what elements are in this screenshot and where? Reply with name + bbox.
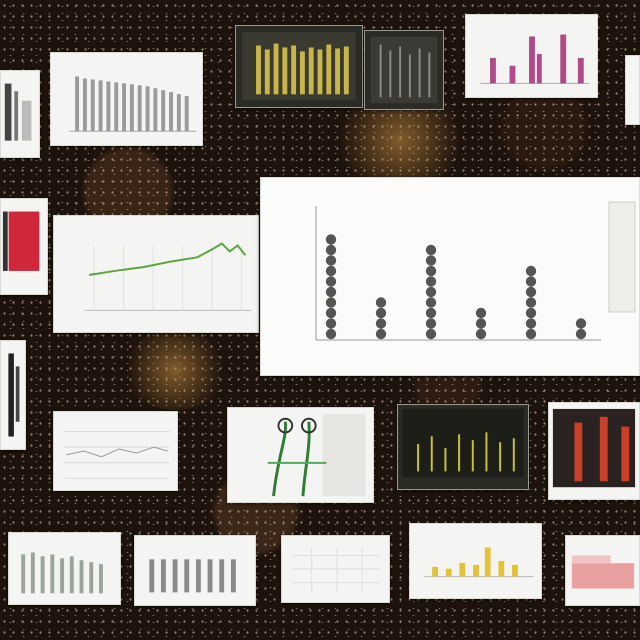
thumbnail-edge [0,340,26,450]
data-point [325,255,337,266]
dot-series [325,234,587,340]
data-point [475,328,487,340]
thumbnail-pink-area-chart [565,535,640,606]
data-point [425,297,437,308]
data-point [325,297,337,308]
thumbnail-grid-chart [281,535,390,603]
data-point [325,328,337,340]
data-point [325,286,337,298]
thumbnail-yellow-signal-chart [397,404,529,490]
data-point [425,244,437,256]
data-point [525,307,537,319]
data-point [525,265,537,277]
data-point [425,286,437,298]
data-point [425,255,437,266]
thumbnail-grid-chart [53,411,178,491]
warm-light-glow [120,330,230,410]
data-point [375,307,387,319]
data-point [525,297,537,308]
data-point [475,318,487,329]
thumbnail-red-bar-chart [548,402,640,500]
data-point [475,307,487,319]
thumbnail-bar-chart [50,52,203,146]
data-point [325,276,337,287]
data-point [375,328,387,340]
data-point [425,318,437,329]
data-point [325,318,337,329]
data-point [425,276,437,287]
data-point [525,328,537,340]
data-point [325,307,337,319]
thumbnail-edge [625,55,640,125]
thumbnail-green-curve-chart [227,407,374,503]
gray-bars [69,76,197,132]
data-point [575,328,587,340]
thumbnail-bar-chart [134,535,256,606]
data-point [525,286,537,298]
data-point [575,318,587,329]
thumbnail-red-block [0,198,48,295]
thumbnail-line-chart [53,215,259,333]
data-point [525,276,537,287]
thumbnail-dark-chart [364,30,444,110]
data-point [325,234,337,245]
thumbnail-bar-chart [0,70,40,158]
data-point [425,328,437,340]
data-point [525,318,537,329]
side-panel [608,201,636,313]
data-point [325,244,337,256]
data-point [325,265,337,277]
data-point [425,307,437,319]
data-point [375,318,387,329]
thumbnail-magenta-bar-chart [465,14,598,98]
thumbnail-yellow-bar-chart [235,25,363,108]
thumbnail-yellow-bar-chart [409,523,542,599]
data-point [425,265,437,277]
thumbnail-bar-chart [8,532,121,605]
main-dot-chart [260,177,640,376]
data-point [375,297,387,308]
